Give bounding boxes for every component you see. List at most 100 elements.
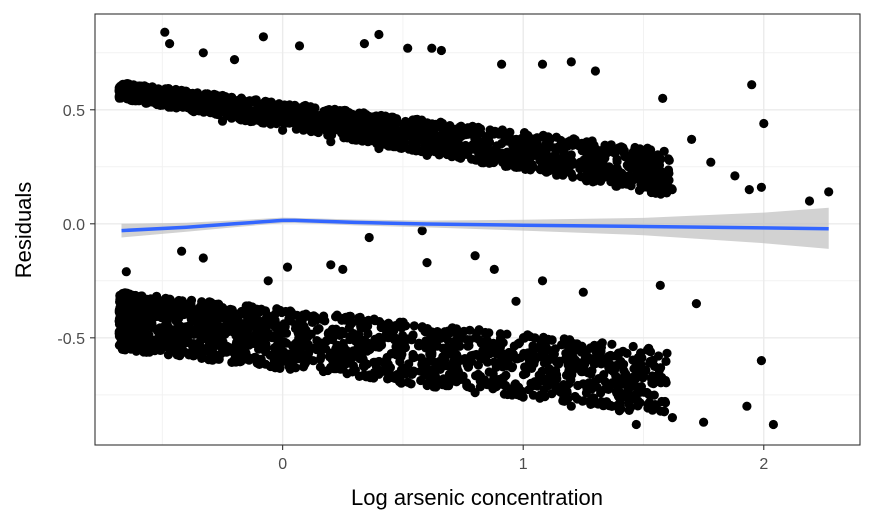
data-point [664,175,674,185]
data-point [804,196,815,206]
data-point [537,366,547,376]
data-point [515,145,525,155]
data-point [607,401,617,411]
y-axis-ticks: -0.5 0.0 0.5 [57,103,95,348]
data-point [160,27,170,37]
data-point [374,135,384,146]
data-point [136,315,146,326]
smooth-fit-layer [121,207,829,249]
data-point [398,125,408,135]
data-point [261,343,271,353]
data-point [566,401,576,411]
data-point [514,382,524,392]
data-point [474,335,484,345]
data-point [432,341,443,351]
data-point [584,148,594,158]
data-point [606,350,616,361]
data-point [272,304,282,314]
data-point [160,84,171,94]
data-point [196,315,206,325]
data-point [175,297,185,307]
data-point [578,396,589,406]
data-point [631,419,641,430]
data-point [228,307,238,317]
data-point [265,109,275,119]
data-point [163,350,173,360]
data-point [212,329,222,339]
data-point [334,110,344,120]
data-point [126,95,136,105]
data-point [353,341,364,351]
data-point [240,97,250,107]
data-point [436,45,446,56]
data-point [508,140,518,151]
data-point [290,100,300,110]
data-point [539,384,550,394]
data-point [228,103,238,113]
data-point [263,320,273,330]
data-point [532,134,542,144]
data-point [147,82,157,93]
data-point [320,108,330,118]
data-point [540,157,550,168]
data-point [576,172,586,182]
data-point [300,118,310,128]
data-point [419,146,429,156]
data-point [624,405,634,415]
data-point [144,347,154,357]
data-point [395,143,405,153]
data-point [598,148,608,158]
data-point [200,334,210,344]
data-point [575,164,585,174]
data-point [589,140,599,150]
data-point [563,137,573,147]
smooth-fit-line [121,218,829,233]
data-point [629,148,639,158]
data-point [650,400,660,410]
data-point [611,181,621,191]
data-point [662,348,672,358]
data-point [250,106,260,116]
data-point [658,93,668,103]
data-point [597,338,607,348]
data-point [644,343,654,353]
data-point [413,341,424,351]
data-point [451,377,462,387]
data-point [566,160,576,170]
data-point [237,323,247,333]
data-point [430,371,441,381]
data-point [547,346,557,356]
data-point [598,159,608,169]
data-point [596,176,606,186]
data-point [428,357,438,367]
data-point [286,307,296,317]
data-point [438,380,448,390]
data-point [453,138,463,148]
data-point [637,353,647,363]
data-point [301,102,311,112]
data-point [417,366,427,376]
data-point [145,296,155,306]
data-point [347,318,357,328]
data-point [354,125,364,135]
data-point [537,276,548,286]
data-point [132,299,142,309]
data-point [655,280,665,290]
data-point [742,401,752,411]
data-point [599,370,609,380]
data-point [140,93,150,103]
data-point [162,319,172,329]
x-tick-label: 1 [519,456,528,473]
data-point [429,123,440,133]
data-point [463,382,473,392]
data-point [490,126,500,136]
data-point [464,362,474,372]
data-point [164,336,174,346]
data-point [588,155,598,166]
data-point [401,321,411,331]
x-tick-label: 2 [759,456,768,473]
data-point [551,381,562,391]
data-point [648,379,659,389]
data-point [405,334,415,344]
data-point [586,399,596,409]
